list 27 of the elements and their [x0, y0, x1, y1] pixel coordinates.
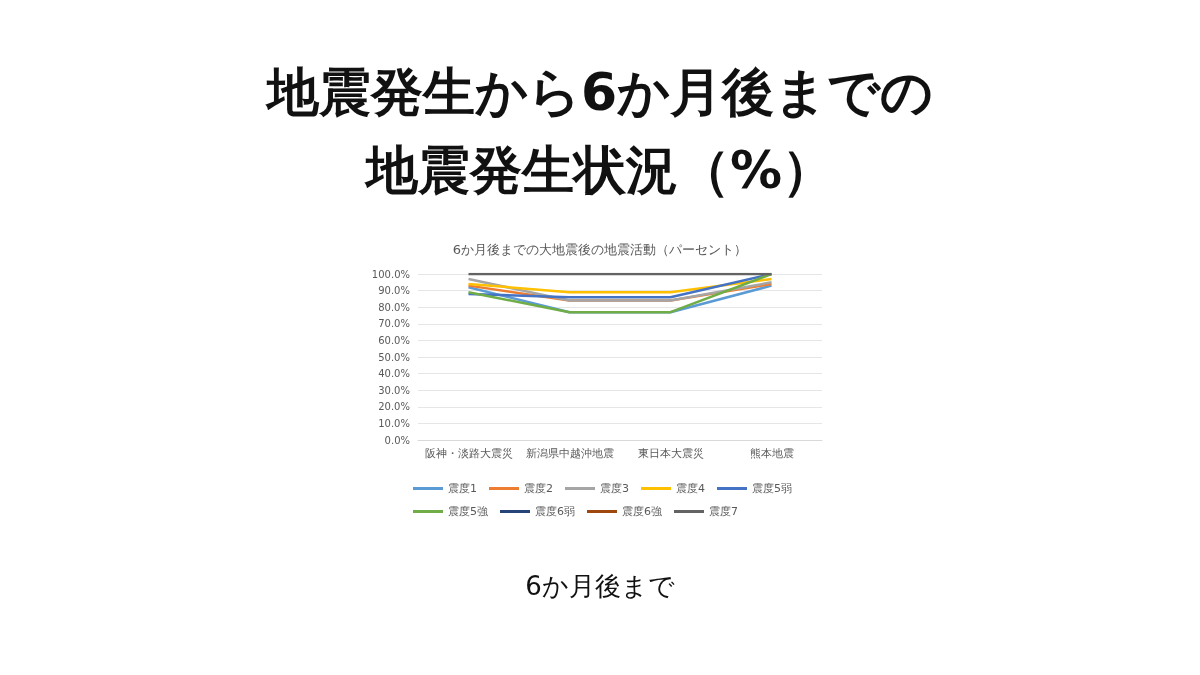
x-tick-label: 新潟県中越沖地震 [525, 447, 614, 460]
y-tick-label: 90.0% [378, 285, 410, 297]
legend-label: 震度7 [709, 505, 738, 518]
legend-label: 震度5強 [448, 505, 488, 518]
chart-subtitle: 6か月後までの大地震後の地震活動（パーセント） [452, 242, 748, 257]
y-tick-label: 0.0% [384, 434, 410, 446]
y-tick-label: 30.0% [378, 384, 410, 396]
y-tick-label: 70.0% [378, 318, 410, 330]
y-tick-label: 100.0% [371, 268, 410, 280]
x-tick-label: 阪神・淡路大震災 [424, 447, 513, 460]
x-tick-label: 熊本地震 [749, 447, 794, 460]
chart-title: 地震発生から6か月後までの地震発生状況（%） [264, 62, 934, 200]
legend-label: 震度4 [676, 482, 705, 495]
legend-label: 震度1 [448, 482, 477, 495]
legend-label: 震度6弱 [535, 505, 575, 518]
y-tick-label: 80.0% [378, 301, 410, 313]
y-tick-label: 20.0% [378, 401, 410, 413]
y-tick-label: 10.0% [378, 417, 410, 429]
text: 6か月後まで [525, 571, 675, 601]
legend-label: 震度5弱 [751, 482, 792, 495]
x-tick-label: 東日本大震災 [637, 447, 704, 460]
legend-label: 震度2 [524, 482, 553, 495]
y-tick-label: 50.0% [378, 351, 410, 363]
legend-label: 震度3 [600, 482, 629, 495]
legend-label: 震度6強 [622, 505, 662, 518]
y-tick-label: 60.0% [378, 334, 410, 346]
y-tick-label: 40.0% [378, 368, 410, 380]
